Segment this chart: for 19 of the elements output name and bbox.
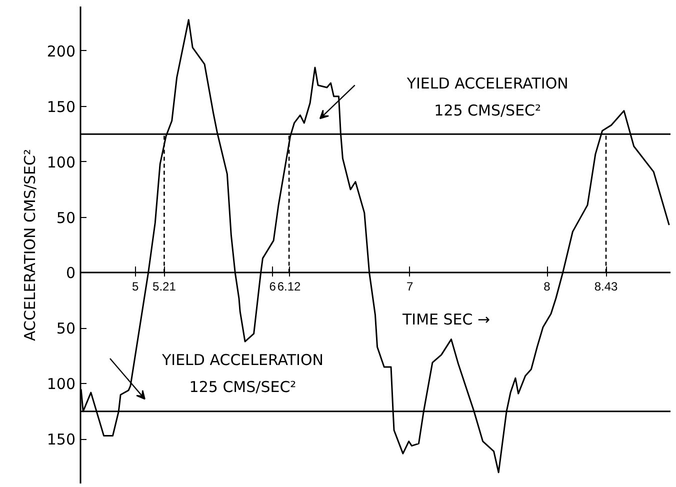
x-axis-title: TIME SEC → (402, 310, 490, 329)
x-tick-label: 8.43 (594, 280, 618, 294)
x-tick-label: 6 (269, 280, 276, 294)
annotation: YIELD ACCELERATION 125 CMS/SEC² (406, 74, 568, 120)
y-tick-label: 100 (46, 153, 76, 172)
y-tick-label: 200 (46, 42, 76, 60)
x-tick-label: 5.21 (152, 280, 176, 294)
y-tick-label: 150 (46, 98, 76, 116)
annotation: YIELD ACCELERATION 125 CMS/SEC² (160, 350, 324, 396)
x-tick-label: 7 (406, 280, 414, 294)
y-axis-title: ACCELERATION CMS/SEC² (20, 148, 39, 342)
x-tick-label: 5 (132, 280, 140, 294)
x-tick-label: 8 (544, 280, 551, 294)
y-tick-label: 150 (46, 430, 76, 449)
y-tick-label: 0 (66, 264, 76, 282)
y-tick-label: 100 (46, 375, 76, 394)
y-tick-label: 50 (56, 208, 76, 227)
x-tick-label: 6.12 (277, 280, 302, 294)
y-tick-label: 50 (56, 320, 76, 338)
